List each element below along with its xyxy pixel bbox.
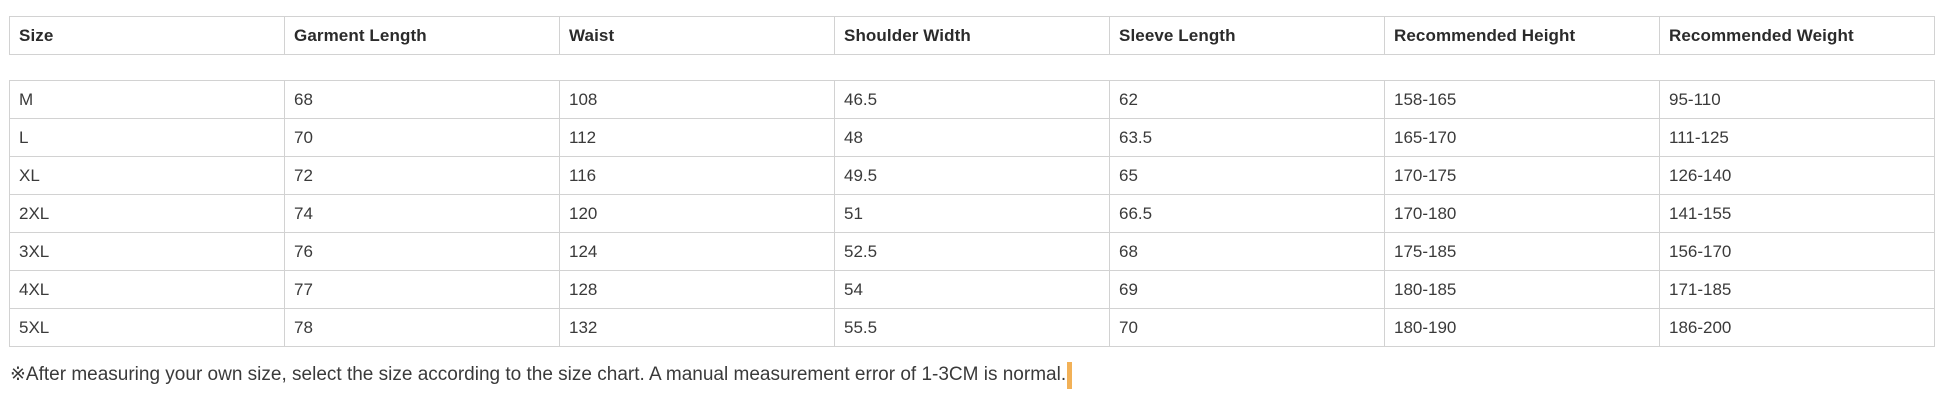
cell-sleeve-length: 68	[1109, 232, 1385, 271]
header-row: Size Garment Length Waist Shoulder Width…	[9, 16, 1935, 55]
cell-garment-length: 77	[284, 270, 560, 309]
cell-garment-length: 68	[284, 80, 560, 119]
cell-waist: 128	[559, 270, 835, 309]
cell-size: XL	[9, 156, 285, 195]
column-header-size: Size	[9, 16, 285, 55]
table-row-l: L 70 112 48 63.5 165-170 111-125	[9, 118, 1935, 157]
cell-recommended-weight: 126-140	[1659, 156, 1935, 195]
cell-recommended-weight: 141-155	[1659, 194, 1935, 233]
table-row-2xl: 2XL 74 120 51 66.5 170-180 141-155	[9, 194, 1935, 233]
cell-waist: 108	[559, 80, 835, 119]
cell-size: 4XL	[9, 270, 285, 309]
cell-size: L	[9, 118, 285, 157]
table-row-5xl: 5XL 78 132 55.5 70 180-190 186-200	[9, 308, 1935, 347]
column-header-sleeve-length: Sleeve Length	[1109, 16, 1385, 55]
cell-recommended-height: 158-165	[1384, 80, 1660, 119]
table-row-4xl: 4XL 77 128 54 69 180-185 171-185	[9, 270, 1935, 309]
cell-recommended-weight: 156-170	[1659, 232, 1935, 271]
cell-size: 3XL	[9, 232, 285, 271]
cell-garment-length: 70	[284, 118, 560, 157]
column-header-garment-length: Garment Length	[284, 16, 560, 55]
cell-recommended-height: 180-185	[1384, 270, 1660, 309]
column-header-shoulder-width: Shoulder Width	[834, 16, 1110, 55]
cell-recommended-height: 170-175	[1384, 156, 1660, 195]
cell-recommended-height: 170-180	[1384, 194, 1660, 233]
table-row-3xl: 3XL 76 124 52.5 68 175-185 156-170	[9, 232, 1935, 271]
cell-shoulder-width: 54	[834, 270, 1110, 309]
cell-recommended-height: 175-185	[1384, 232, 1660, 271]
table-row-xl: XL 72 116 49.5 65 170-175 126-140	[9, 156, 1935, 195]
table-row-m: M 68 108 46.5 62 158-165 95-110	[9, 80, 1935, 119]
cell-garment-length: 78	[284, 308, 560, 347]
measurement-note[interactable]: ※After measuring your own size, select t…	[10, 360, 1936, 390]
cell-shoulder-width: 46.5	[834, 80, 1110, 119]
text-cursor-caret	[1067, 362, 1073, 389]
cell-shoulder-width: 51	[834, 194, 1110, 233]
cell-recommended-weight: 186-200	[1659, 308, 1935, 347]
cell-garment-length: 74	[284, 194, 560, 233]
header-body-gap	[9, 55, 1936, 80]
cell-sleeve-length: 66.5	[1109, 194, 1385, 233]
cell-size: 2XL	[9, 194, 285, 233]
cell-waist: 112	[559, 118, 835, 157]
cell-recommended-weight: 95-110	[1659, 80, 1935, 119]
cell-waist: 116	[559, 156, 835, 195]
cell-shoulder-width: 52.5	[834, 232, 1110, 271]
size-chart-body-table: M 68 108 46.5 62 158-165 95-110 L 70 112…	[9, 80, 1935, 347]
column-header-recommended-weight: Recommended Weight	[1659, 16, 1935, 55]
cell-waist: 124	[559, 232, 835, 271]
cell-garment-length: 72	[284, 156, 560, 195]
measurement-note-text: ※After measuring your own size, select t…	[10, 364, 1067, 385]
cell-waist: 120	[559, 194, 835, 233]
column-header-recommended-height: Recommended Height	[1384, 16, 1660, 55]
cell-shoulder-width: 49.5	[834, 156, 1110, 195]
cell-recommended-height: 180-190	[1384, 308, 1660, 347]
cell-recommended-height: 165-170	[1384, 118, 1660, 157]
cell-recommended-weight: 111-125	[1659, 118, 1935, 157]
cell-sleeve-length: 69	[1109, 270, 1385, 309]
cell-sleeve-length: 70	[1109, 308, 1385, 347]
cell-sleeve-length: 63.5	[1109, 118, 1385, 157]
size-chart-section: Size Garment Length Waist Shoulder Width…	[9, 16, 1936, 390]
cell-recommended-weight: 171-185	[1659, 270, 1935, 309]
size-chart-header-table: Size Garment Length Waist Shoulder Width…	[9, 16, 1935, 55]
cell-shoulder-width: 48	[834, 118, 1110, 157]
cell-sleeve-length: 62	[1109, 80, 1385, 119]
cell-size: M	[9, 80, 285, 119]
cell-waist: 132	[559, 308, 835, 347]
cell-shoulder-width: 55.5	[834, 308, 1110, 347]
cell-size: 5XL	[9, 308, 285, 347]
column-header-waist: Waist	[559, 16, 835, 55]
cell-sleeve-length: 65	[1109, 156, 1385, 195]
cell-garment-length: 76	[284, 232, 560, 271]
